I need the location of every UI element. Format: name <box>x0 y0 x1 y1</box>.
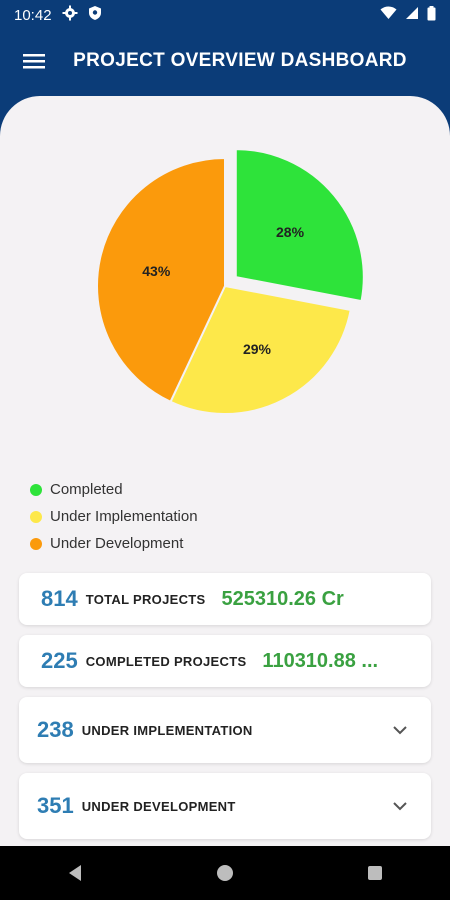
completed-projects-label: COMPLETED PROJECTS <box>85 653 247 669</box>
legend-dot-under-development <box>30 537 42 550</box>
legend-dot-under-implementation <box>30 510 42 523</box>
completed-projects-amount: 110310.88 ... <box>262 649 379 672</box>
completed-projects-card[interactable]: 225 COMPLETED PROJECTS 110310.88 ... <box>19 635 431 687</box>
system-nav-bar <box>0 846 450 900</box>
under-development-count: 351 <box>37 793 74 818</box>
status-bar: 10:42 <box>0 0 450 30</box>
legend-item-completed: Completed <box>30 476 198 503</box>
total-projects-card[interactable]: 814 TOTAL PROJECTS 525310.26 Cr <box>19 573 431 625</box>
recents-icon[interactable] <box>355 853 395 893</box>
legend-label: Completed <box>50 481 123 498</box>
total-projects-amount: 525310.26 Cr <box>221 587 344 610</box>
pie-slice-label: 43% <box>142 262 171 279</box>
status-time: 10:42 <box>14 6 52 24</box>
total-projects-label: TOTAL PROJECTS <box>85 591 206 607</box>
under-development-card[interactable]: 351 UNDER DEVELOPMENT <box>19 773 431 839</box>
under-development-label: UNDER DEVELOPMENT <box>81 798 236 814</box>
battery-icon <box>427 5 436 25</box>
pie-slice-label: 29% <box>242 340 271 357</box>
legend-item-under-implementation: Under Implementation <box>30 503 198 530</box>
completed-projects-count: 225 <box>41 648 78 673</box>
legend-label: Under Implementation <box>50 508 198 525</box>
pie-slice-under-development[interactable] <box>96 156 226 404</box>
pie-slice-under-implementation[interactable] <box>169 284 352 415</box>
wifi-icon <box>380 6 397 24</box>
shield-icon <box>88 5 102 25</box>
home-icon[interactable] <box>205 853 245 893</box>
signal-icon <box>405 6 419 24</box>
under-implementation-card[interactable]: 238 UNDER IMPLEMENTATION <box>19 697 431 763</box>
back-icon[interactable] <box>55 853 95 893</box>
gear-icon <box>62 5 78 25</box>
chevron-down-icon[interactable] <box>391 797 409 815</box>
under-implementation-label: UNDER IMPLEMENTATION <box>81 722 253 738</box>
hamburger-menu-icon[interactable] <box>20 47 48 75</box>
under-implementation-count: 238 <box>37 717 74 742</box>
legend-item-under-development: Under Development <box>30 530 198 557</box>
pie-chart-svg <box>96 148 365 415</box>
app-bar: PROJECT OVERVIEW DASHBOARD <box>0 30 450 92</box>
total-projects-count: 814 <box>41 586 78 611</box>
pie-slice-label: 28% <box>276 224 305 241</box>
pie-slice-completed[interactable] <box>234 148 365 303</box>
chart-legend: Completed Under Implementation Under Dev… <box>30 476 198 557</box>
legend-label: Under Development <box>50 535 184 552</box>
page-title: PROJECT OVERVIEW DASHBOARD <box>73 50 407 71</box>
legend-dot-completed <box>30 483 42 496</box>
chevron-down-icon[interactable] <box>391 721 409 739</box>
pie-chart: 28% 29% 43% <box>0 96 450 456</box>
dashboard-content: 28% 29% 43% Completed Under Implementation… <box>0 96 450 846</box>
